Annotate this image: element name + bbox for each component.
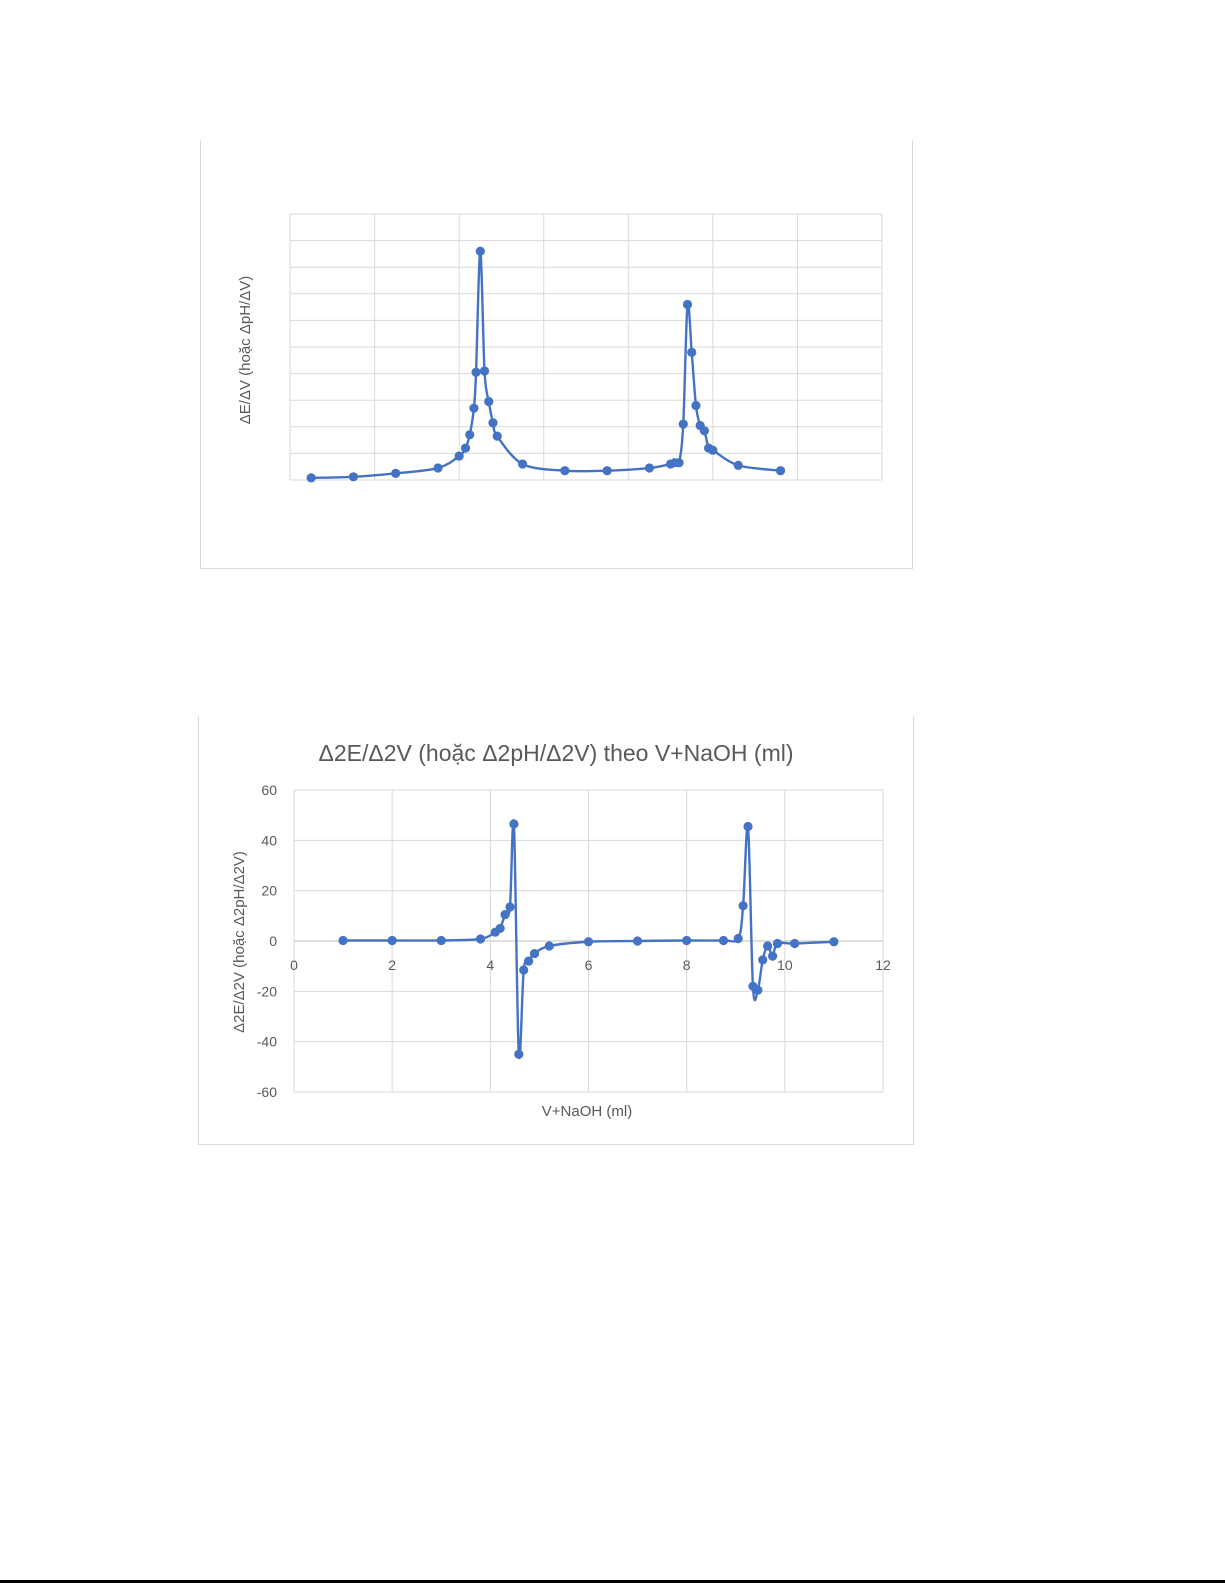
data-point <box>469 403 479 413</box>
data-point <box>436 935 446 946</box>
data-point <box>460 443 471 453</box>
data-point <box>767 951 778 961</box>
y-tick-label: -60 <box>257 1084 277 1100</box>
data-point <box>602 466 612 476</box>
data-point <box>524 956 534 966</box>
data-point <box>560 466 570 476</box>
x-tick-label: 10 <box>777 957 793 973</box>
data-point <box>753 985 763 995</box>
chart-first-derivative: ΔE/ΔV (hoặc ΔpH/ΔV) <box>200 140 913 569</box>
data-point <box>306 473 316 483</box>
x-tick-label: 12 <box>875 957 891 973</box>
series-points-group <box>306 246 786 483</box>
data-point <box>391 468 401 478</box>
data-point <box>691 400 701 411</box>
data-point <box>484 396 494 407</box>
y-axis-label: ΔE/ΔV (hoặc ΔpH/ΔV) <box>237 276 254 424</box>
y-tick-label: -20 <box>257 983 277 999</box>
data-point <box>492 431 502 441</box>
x-tick-label: 0 <box>290 957 298 973</box>
y-tick-label: 60 <box>261 782 277 798</box>
x-tick-label: 4 <box>486 957 494 973</box>
page-bottom-rule <box>0 1580 1225 1583</box>
data-point <box>772 938 783 949</box>
data-point <box>517 459 528 469</box>
data-point <box>488 418 498 428</box>
data-point <box>763 941 773 951</box>
data-point <box>687 347 697 357</box>
y-tick-label: 40 <box>261 832 277 848</box>
data-point <box>699 426 709 436</box>
data-point <box>674 458 684 468</box>
data-point <box>500 909 510 920</box>
data-point <box>454 451 464 461</box>
plot-grid <box>289 213 883 481</box>
chart-second-derivative-svg: Δ2E/Δ2V (hoặc Δ2pH/Δ2V) theo V+NaOH (ml)… <box>231 740 891 1120</box>
plot-grid <box>293 789 884 1093</box>
data-point <box>678 419 688 429</box>
x-tick-label: 2 <box>388 957 396 973</box>
data-point <box>632 936 643 946</box>
data-point <box>733 460 743 470</box>
data-point <box>743 821 753 832</box>
y-axis-label: Δ2E/Δ2V (hoặc Δ2pH/Δ2V) <box>231 851 248 1033</box>
data-point <box>348 472 359 482</box>
data-point <box>829 937 839 947</box>
data-point <box>475 934 486 944</box>
data-point <box>544 941 554 951</box>
data-point <box>509 819 519 829</box>
data-point <box>519 965 529 975</box>
data-point <box>738 901 748 911</box>
data-point <box>529 948 540 959</box>
data-point <box>479 366 490 376</box>
data-point <box>338 935 348 946</box>
x-tick-label: 8 <box>683 957 691 973</box>
data-point <box>583 937 594 947</box>
data-point <box>682 935 692 946</box>
y-tick-label: 20 <box>261 883 277 899</box>
data-point <box>475 246 485 256</box>
data-point <box>718 935 729 946</box>
chart-first-derivative-svg: ΔE/ΔV (hoặc ΔpH/ΔV) <box>237 213 883 483</box>
tick-labels: 0 2 4 6 8 10 12 60 40 20 0 -20 -40 -60 <box>257 782 891 1100</box>
chart-second-derivative: Δ2E/Δ2V (hoặc Δ2pH/Δ2V) theo V+NaOH (ml)… <box>198 716 914 1145</box>
y-tick-label: -40 <box>257 1034 277 1050</box>
data-point <box>505 902 515 912</box>
x-tick-label: 6 <box>585 957 593 973</box>
data-point <box>514 1049 524 1059</box>
data-point <box>790 938 800 949</box>
series-points-group <box>338 819 839 1059</box>
y-tick-label: 0 <box>269 933 277 949</box>
data-point <box>682 299 693 310</box>
data-point <box>465 430 475 440</box>
data-point <box>471 367 481 377</box>
data-point <box>387 935 397 946</box>
x-axis-label: V+NaOH (ml) <box>542 1103 632 1120</box>
data-point <box>733 933 743 944</box>
data-point <box>433 463 443 473</box>
chart-title: Δ2E/Δ2V (hoặc Δ2pH/Δ2V) theo V+NaOH (ml) <box>319 740 794 766</box>
data-point <box>644 463 655 473</box>
data-point <box>775 466 786 476</box>
data-point <box>708 445 718 455</box>
data-point <box>758 955 768 965</box>
data-point <box>495 923 505 934</box>
